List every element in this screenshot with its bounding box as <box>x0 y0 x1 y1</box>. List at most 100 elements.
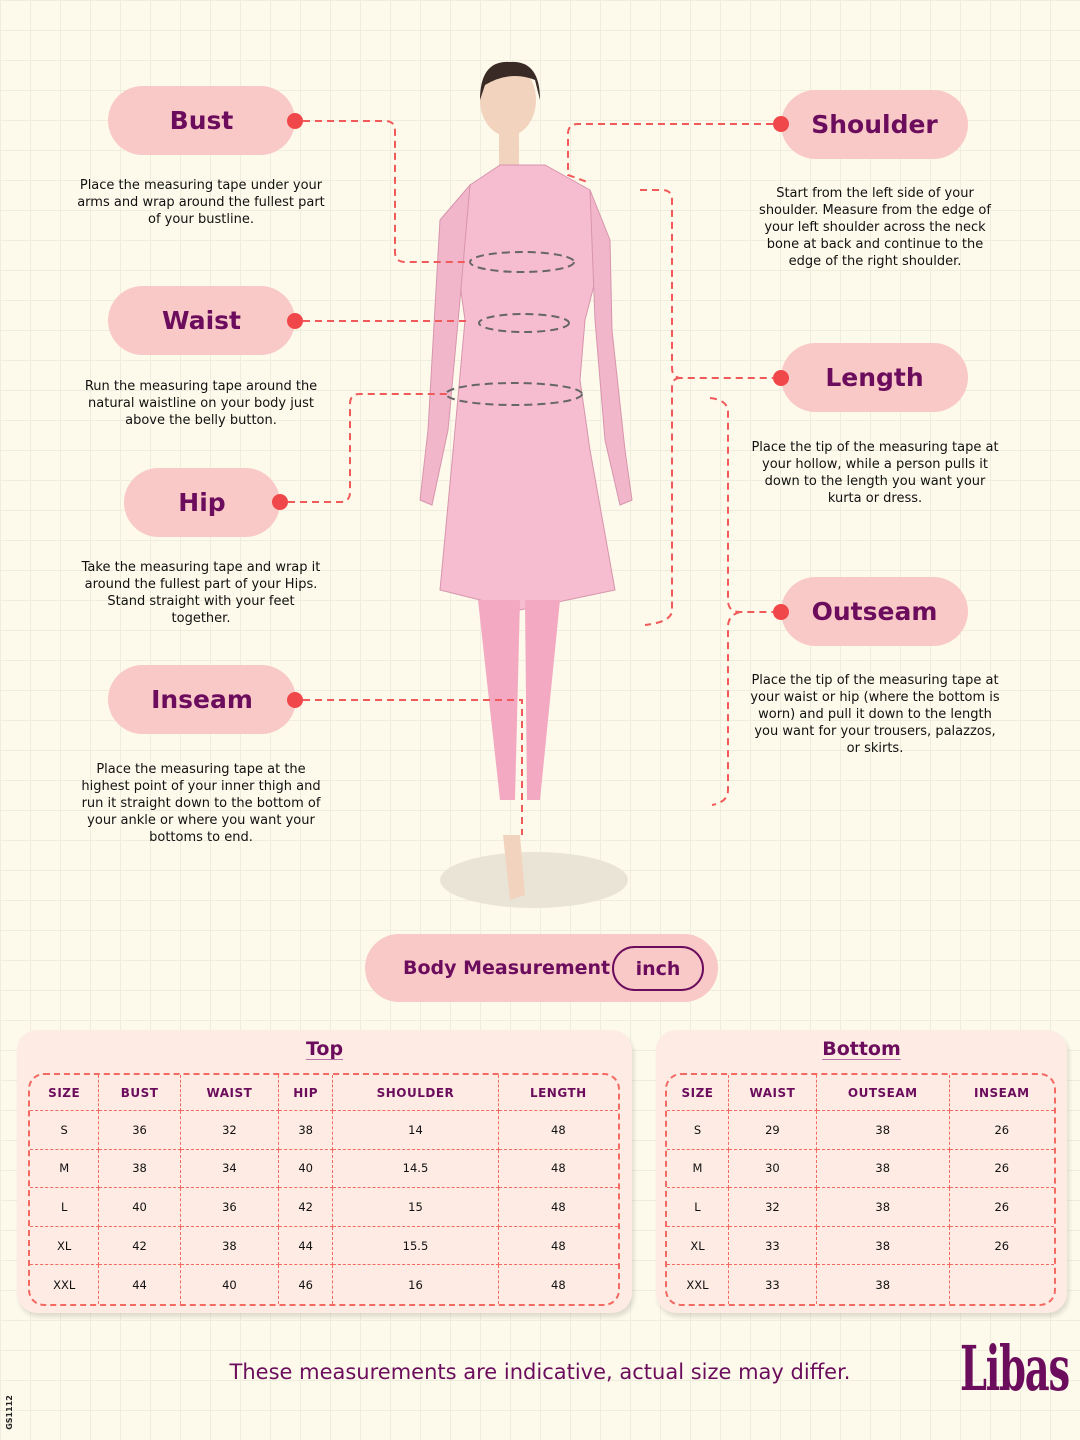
bust-label: Bust <box>108 86 295 155</box>
disclaimer-note: These measurements are indicative, actua… <box>229 1360 851 1384</box>
column-header: INSEAM <box>949 1075 1054 1111</box>
outseam-marker-dot <box>773 604 789 620</box>
table-header-row: SIZE BUST WAIST HIP SHOULDER LENGTH <box>30 1075 618 1111</box>
column-header: WAIST <box>729 1075 817 1111</box>
table-cell: XXL <box>30 1265 100 1304</box>
unit-toggle-inch[interactable]: inch <box>612 946 704 991</box>
table-cell: 26 <box>949 1227 1054 1266</box>
table-cell: 33 <box>729 1226 817 1266</box>
hip-description: Take the measuring tape and wrap it arou… <box>81 560 321 626</box>
column-header: SHOULDER <box>333 1075 499 1111</box>
hip-marker-dot <box>272 494 288 510</box>
table-cell: 48 <box>498 1227 618 1266</box>
column-header: WAIST <box>180 1075 280 1111</box>
table-cell: 38 <box>816 1149 950 1189</box>
table-row: M 30 38 26 <box>667 1149 1054 1189</box>
table-cell: 44 <box>99 1265 181 1304</box>
hip-label: Hip <box>124 468 280 537</box>
table-cell: 15 <box>333 1188 499 1227</box>
table-cell: 16 <box>333 1265 499 1304</box>
table-row: S 36 32 38 14 48 <box>30 1111 618 1150</box>
table-cell: 40 <box>279 1149 334 1189</box>
table-cell: 42 <box>279 1188 334 1227</box>
table-cell: XXL <box>667 1265 729 1304</box>
table-row: M 38 34 40 14.5 48 <box>30 1149 618 1189</box>
table-cell: 48 <box>551 1277 566 1292</box>
table-cell: XL <box>667 1226 729 1266</box>
table-cell: 48 <box>498 1188 618 1227</box>
bottom-size-card: Bottom SIZE WAIST OUTSEAM INSEAM S 29 38 26 M 30 3… <box>656 1030 1067 1313</box>
column-header: SIZE <box>30 1075 100 1111</box>
table-cell: 38 <box>817 1265 950 1304</box>
table-cell: 36 <box>180 1188 280 1227</box>
table-row: S 29 38 26 <box>667 1111 1054 1150</box>
table-cell: 14 <box>333 1111 499 1150</box>
table-cell: 14.5 <box>333 1149 499 1189</box>
table-cell: L <box>30 1188 100 1227</box>
bottom-size-table: SIZE WAIST OUTSEAM INSEAM S 29 38 26 M 30 38 26 L 32 3… <box>665 1073 1056 1306</box>
bust-marker-dot <box>287 113 303 129</box>
outseam-description: Place the tip of the measuring tape at y… <box>750 673 1000 756</box>
outseam-label: Outseam <box>781 577 968 646</box>
table-cell: 34 <box>180 1149 280 1189</box>
product-code: GS1112 <box>4 1395 14 1430</box>
table-cell: S <box>30 1111 100 1150</box>
table-cell: 48 <box>498 1111 618 1150</box>
table-cell: 42 <box>99 1226 181 1266</box>
table-cell: 26 <box>949 1188 1054 1227</box>
table-cell: 15.5 <box>333 1226 499 1266</box>
column-header: HIP <box>279 1075 334 1111</box>
waist-description: Run the measuring tape around the natura… <box>84 379 318 428</box>
bust-description: Place the measuring tape under your arms… <box>77 178 325 227</box>
table-cell: 40 <box>99 1188 181 1227</box>
model-illustration <box>288 61 773 908</box>
column-header: SIZE <box>667 1075 729 1111</box>
table-row: L 40 36 42 15 48 <box>30 1188 618 1227</box>
table-row: XXL 44 40 46 16 48 <box>30 1265 618 1304</box>
column-header: LENGTH <box>498 1075 618 1111</box>
table-cell: L <box>667 1188 729 1227</box>
table-cell: 40 <box>181 1265 280 1304</box>
body-measurement-label: Body Measurement <box>403 957 611 979</box>
table-cell: M <box>667 1149 729 1189</box>
table-row: L 32 38 26 <box>667 1188 1054 1227</box>
table-cell: 38 <box>180 1226 280 1266</box>
table-cell: 38 <box>279 1111 334 1150</box>
length-label: Length <box>781 343 968 412</box>
top-table-title: Top <box>305 1038 344 1060</box>
table-cell: 29 <box>729 1111 817 1150</box>
table-header-row: SIZE WAIST OUTSEAM INSEAM <box>667 1075 1054 1111</box>
column-header: OUTSEAM <box>816 1075 950 1111</box>
table-cell: 44 <box>279 1226 334 1266</box>
table-cell: 26 <box>949 1150 1054 1189</box>
table-cell: 32 <box>729 1188 817 1227</box>
table-cell: 36 <box>99 1111 181 1150</box>
table-cell: 38 <box>816 1226 950 1266</box>
table-cell: 26 <box>949 1111 1054 1150</box>
shoulder-marker-dot <box>773 116 789 132</box>
bottom-table-title: Bottom <box>822 1038 901 1060</box>
table-cell: XL <box>30 1226 100 1266</box>
body-measurement-banner: Body Measurement inch <box>365 934 718 1002</box>
table-cell: S <box>667 1111 729 1150</box>
libas-logo: Libas <box>960 1332 1070 1405</box>
table-cell: 30 <box>729 1149 817 1189</box>
table-row: XXL 33 38 <box>667 1265 1054 1304</box>
table-cell: 38 <box>816 1188 950 1227</box>
column-header: BUST <box>99 1075 181 1111</box>
table-row: XL 42 38 44 15.5 48 <box>30 1226 618 1266</box>
table-cell: 38 <box>816 1111 950 1150</box>
shoulder-description: Start from the left side of your shoulde… <box>759 186 991 269</box>
table-cell: 32 <box>180 1111 280 1150</box>
top-size-table: SIZE BUST WAIST HIP SHOULDER LENGTH S 36 32 38 14 4… <box>28 1073 620 1306</box>
table-cell: 33 <box>729 1265 817 1304</box>
inseam-marker-dot <box>287 692 303 708</box>
top-size-card: Top SIZE BUST WAIST HIP SHOULDER LENGTH S 36 32 3… <box>17 1030 632 1313</box>
inseam-label: Inseam <box>108 665 296 734</box>
table-cell: 46 <box>279 1265 334 1304</box>
waist-label: Waist <box>108 286 295 355</box>
length-description: Place the tip of the measuring tape at y… <box>751 440 999 506</box>
length-marker-dot <box>773 370 789 386</box>
table-cell <box>950 1265 1054 1304</box>
inseam-description: Place the measuring tape at the highest … <box>81 762 321 845</box>
